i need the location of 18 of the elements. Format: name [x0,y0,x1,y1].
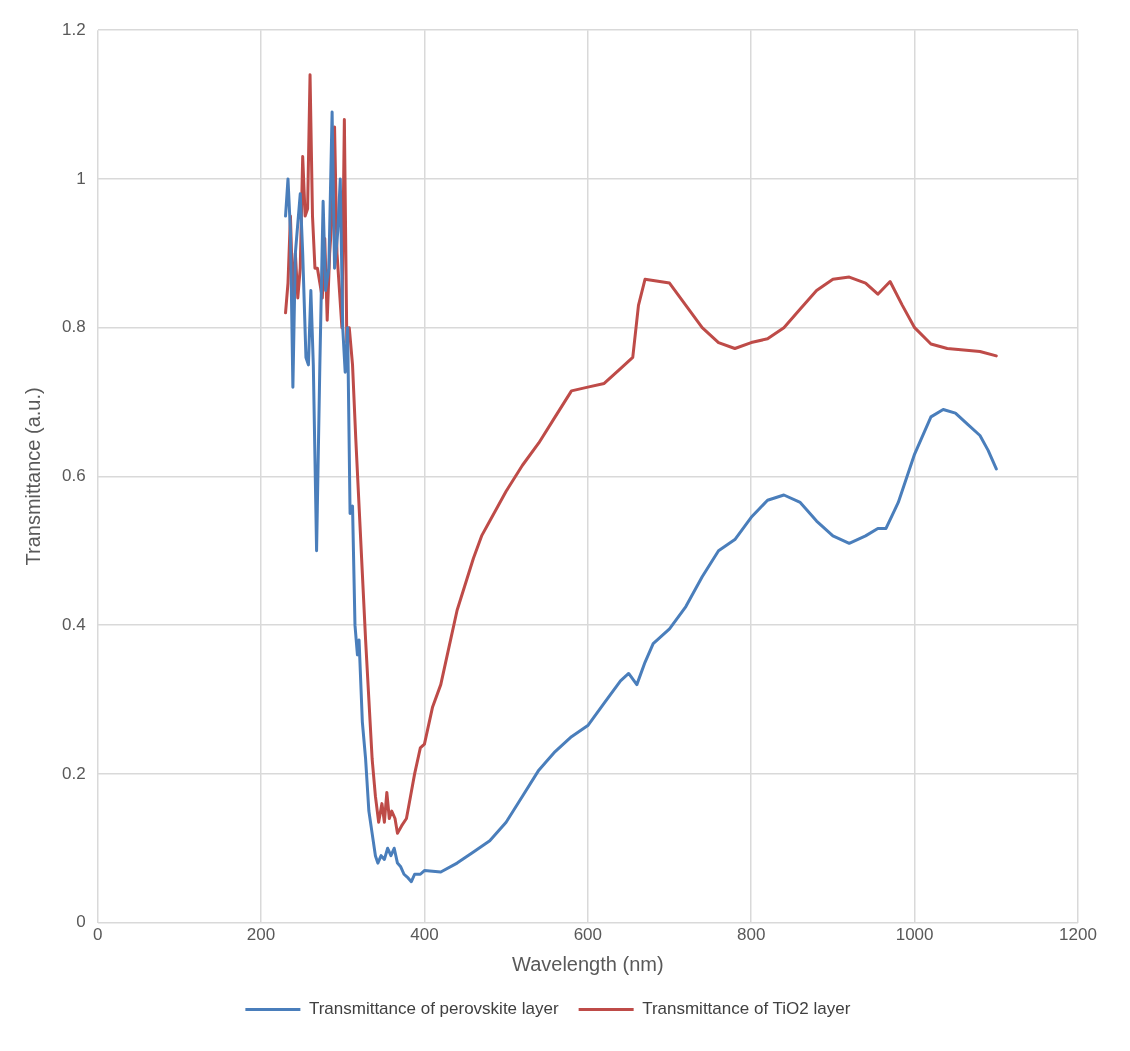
x-tick-label: 1000 [895,925,934,945]
x-tick-label: 0 [92,925,103,945]
x-tick-label: 1200 [1059,925,1097,945]
y-tick-label: 1 [76,168,86,188]
legend-label: Transmittance of perovskite layer [308,999,559,1019]
y-tick-label: 0.4 [61,614,86,634]
y-tick-label: 0.6 [61,466,86,486]
x-tick-label: 600 [573,925,602,945]
y-tick-label: 0 [76,912,86,932]
x-axis-title: Wavelength (nm) [512,952,664,975]
legend-label: Transmittance of TiO2 layer [642,999,851,1019]
x-tick-label: 800 [737,925,766,945]
x-tick-label: 400 [410,925,439,945]
x-tick-label: 200 [246,925,276,945]
y-tick-label: 1.2 [61,19,86,39]
y-axis-title: Transmittance (a.u.) [21,387,44,566]
y-tick-label: 0.2 [61,763,86,783]
y-tick-label: 0.8 [61,317,86,337]
